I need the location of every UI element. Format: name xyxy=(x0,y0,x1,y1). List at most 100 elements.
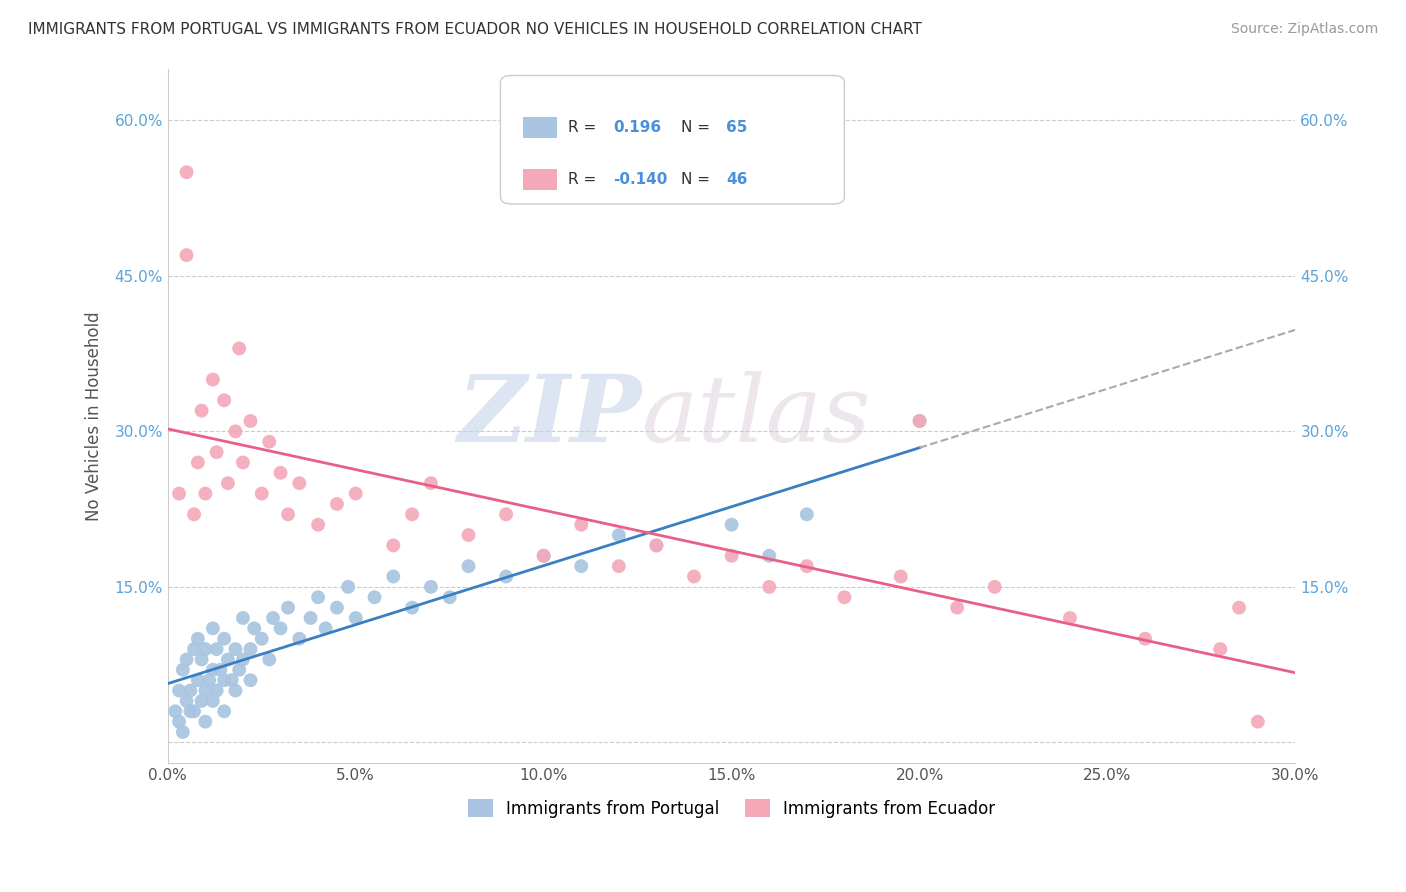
Point xyxy=(201,372,224,386)
Point xyxy=(758,580,780,594)
Point xyxy=(890,569,912,583)
Point xyxy=(228,663,250,677)
Point xyxy=(344,486,367,500)
Point xyxy=(1209,642,1232,657)
Point xyxy=(277,508,299,522)
Point xyxy=(758,549,780,563)
Point xyxy=(250,632,273,646)
Point xyxy=(167,486,190,500)
FancyBboxPatch shape xyxy=(523,117,557,138)
Point xyxy=(983,580,1005,594)
Point xyxy=(834,591,856,605)
Point xyxy=(401,600,423,615)
Point xyxy=(439,591,461,605)
Point xyxy=(172,725,194,739)
Text: R =: R = xyxy=(568,172,602,187)
Point xyxy=(224,642,246,657)
Point xyxy=(270,621,292,635)
Point xyxy=(221,673,243,688)
Point xyxy=(198,673,221,688)
Point xyxy=(228,342,250,356)
Point xyxy=(239,414,262,428)
Point xyxy=(457,528,479,542)
Point xyxy=(908,414,931,428)
Point xyxy=(232,455,254,469)
Point xyxy=(337,580,360,594)
Point xyxy=(239,673,262,688)
Point xyxy=(167,683,190,698)
Point xyxy=(262,611,284,625)
Point xyxy=(217,476,239,491)
Point xyxy=(176,694,198,708)
Point xyxy=(645,538,668,552)
Point xyxy=(176,248,198,262)
Point xyxy=(796,559,818,574)
Point xyxy=(419,580,441,594)
Point xyxy=(720,549,742,563)
Point xyxy=(190,403,212,417)
Point xyxy=(212,632,235,646)
Point xyxy=(190,652,212,666)
Point xyxy=(205,683,228,698)
Point xyxy=(187,673,209,688)
Point xyxy=(946,600,969,615)
Point xyxy=(495,508,517,522)
Text: R =: R = xyxy=(568,120,602,135)
Point xyxy=(495,569,517,583)
Point xyxy=(209,663,232,677)
Point xyxy=(1247,714,1270,729)
Point xyxy=(212,673,235,688)
Point xyxy=(183,508,205,522)
Point xyxy=(179,683,201,698)
Point xyxy=(190,694,212,708)
Point xyxy=(212,393,235,408)
Point xyxy=(326,600,349,615)
Point xyxy=(172,663,194,677)
Text: N =: N = xyxy=(681,120,714,135)
Point xyxy=(167,714,190,729)
Point xyxy=(288,476,311,491)
Point xyxy=(250,486,273,500)
Point xyxy=(382,569,405,583)
Point xyxy=(183,704,205,718)
Y-axis label: No Vehicles in Household: No Vehicles in Household xyxy=(86,311,103,521)
Text: ZIP: ZIP xyxy=(457,371,641,461)
Text: -0.140: -0.140 xyxy=(613,172,668,187)
Point xyxy=(224,425,246,439)
Point xyxy=(194,683,217,698)
Text: 46: 46 xyxy=(725,172,748,187)
Point xyxy=(232,652,254,666)
Point xyxy=(194,714,217,729)
Point xyxy=(1227,600,1250,615)
Point xyxy=(344,611,367,625)
Point xyxy=(457,559,479,574)
Point xyxy=(179,704,201,718)
Point xyxy=(217,652,239,666)
Point xyxy=(645,538,668,552)
Point xyxy=(232,611,254,625)
Point xyxy=(1133,632,1156,646)
Point xyxy=(720,517,742,532)
Point xyxy=(212,704,235,718)
Point xyxy=(194,642,217,657)
Point xyxy=(607,559,630,574)
Text: 65: 65 xyxy=(725,120,748,135)
Point xyxy=(187,632,209,646)
Point xyxy=(201,694,224,708)
Point xyxy=(401,508,423,522)
Point xyxy=(259,652,281,666)
Text: 0.196: 0.196 xyxy=(613,120,661,135)
Point xyxy=(277,600,299,615)
Point xyxy=(315,621,337,635)
Point xyxy=(796,508,818,522)
Point xyxy=(299,611,322,625)
Point xyxy=(183,642,205,657)
Legend: Immigrants from Portugal, Immigrants from Ecuador: Immigrants from Portugal, Immigrants fro… xyxy=(461,793,1002,824)
Point xyxy=(326,497,349,511)
Text: atlas: atlas xyxy=(641,371,870,461)
Point xyxy=(201,621,224,635)
Point xyxy=(270,466,292,480)
Point xyxy=(569,517,592,532)
Point xyxy=(569,559,592,574)
Text: N =: N = xyxy=(681,172,714,187)
